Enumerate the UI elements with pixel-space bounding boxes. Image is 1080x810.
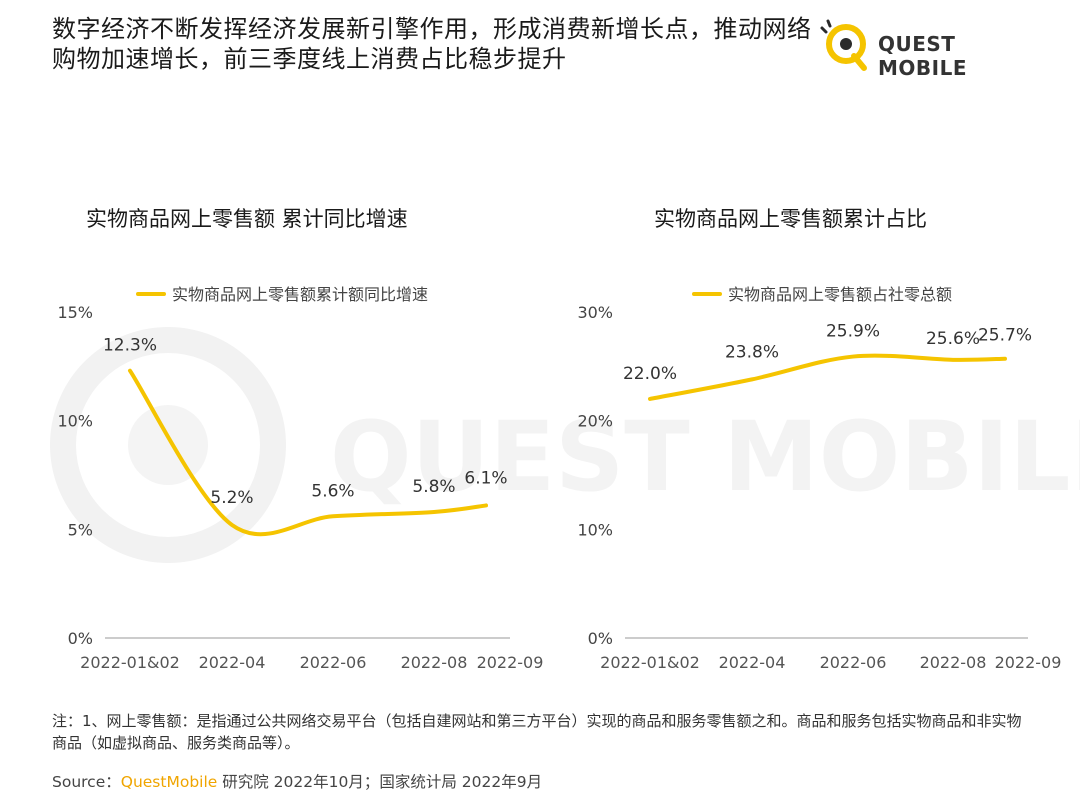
source-brand: QuestMobile xyxy=(120,773,218,791)
quest-mobile-q-icon xyxy=(820,19,867,71)
data-label: 6.1% xyxy=(464,468,507,488)
logo-text: QUEST MOBILE xyxy=(878,32,967,80)
y-tick-label: 0% xyxy=(68,629,93,648)
quest-mobile-logo: QUEST MOBILE xyxy=(818,14,1048,80)
x-tick-label: 2022-09 xyxy=(995,653,1062,672)
series-line xyxy=(648,353,1007,401)
data-label: 5.6% xyxy=(311,481,354,501)
x-tick-label: 2022-06 xyxy=(300,653,367,672)
source-rest: 研究院 2022年10月；国家统计局 2022年9月 xyxy=(217,773,543,791)
data-label: 25.7% xyxy=(978,326,1032,346)
x-tick-label: 2022-04 xyxy=(719,653,786,672)
chart-2-title: 实物商品网上零售额累计占比 xyxy=(654,207,927,231)
x-tick-label: 2022-08 xyxy=(401,653,468,672)
x-tick-label: 2022-01&02 xyxy=(600,653,700,672)
legend-label: 实物商品网上零售额占社零总额 xyxy=(728,285,952,304)
data-label: 5.2% xyxy=(210,488,253,508)
legend-label: 实物商品网上零售额累计额同比增速 xyxy=(172,285,428,304)
source-line: Source：QuestMobile 研究院 2022年10月；国家统计局 20… xyxy=(52,770,542,792)
chart-2-share: 30% 20% 10% 0% 2022-01&02 2022-04 2022-06 2022-… xyxy=(577,285,1062,672)
x-tick-label: 2022-04 xyxy=(199,653,266,672)
x-tick-label: 2022-01&02 xyxy=(80,653,180,672)
data-label: 5.8% xyxy=(412,477,455,497)
y-tick-label: 10% xyxy=(57,412,93,431)
watermark-text: QUEST MOBILE xyxy=(330,401,1080,513)
y-tick-label: 5% xyxy=(68,520,93,539)
x-tick-label: 2022-06 xyxy=(820,653,887,672)
x-tick-label: 2022-08 xyxy=(920,653,987,672)
chart-1-growth-rate: 15% 10% 5% 0% 2022-01&02 2022-04 2022-06 2022-0… xyxy=(57,285,544,672)
y-tick-label: 10% xyxy=(577,520,613,539)
footnote: 注：1、网上零售额：是指通过公共网络交易平台（包括自建网站和第三方平台）实现的商… xyxy=(52,712,1022,752)
y-tick-label: 20% xyxy=(577,412,613,431)
headline: 数字经济不断发挥经济发展新引擎作用，形成消费新增长点，推动网络购物加速增长，前三… xyxy=(52,15,812,73)
chart-1-title: 实物商品网上零售额 累计同比增速 xyxy=(86,207,408,231)
data-label: 22.0% xyxy=(623,364,677,384)
data-label: 25.6% xyxy=(926,329,980,349)
y-tick-label: 15% xyxy=(57,303,93,322)
data-label: 23.8% xyxy=(725,342,779,362)
series-line xyxy=(128,368,488,537)
y-tick-label: 30% xyxy=(577,303,613,322)
data-label: 25.9% xyxy=(826,322,880,342)
data-label: 12.3% xyxy=(103,336,157,356)
x-tick-label: 2022-09 xyxy=(477,653,544,672)
y-tick-label: 0% xyxy=(588,629,613,648)
source-prefix: Source： xyxy=(52,773,121,791)
